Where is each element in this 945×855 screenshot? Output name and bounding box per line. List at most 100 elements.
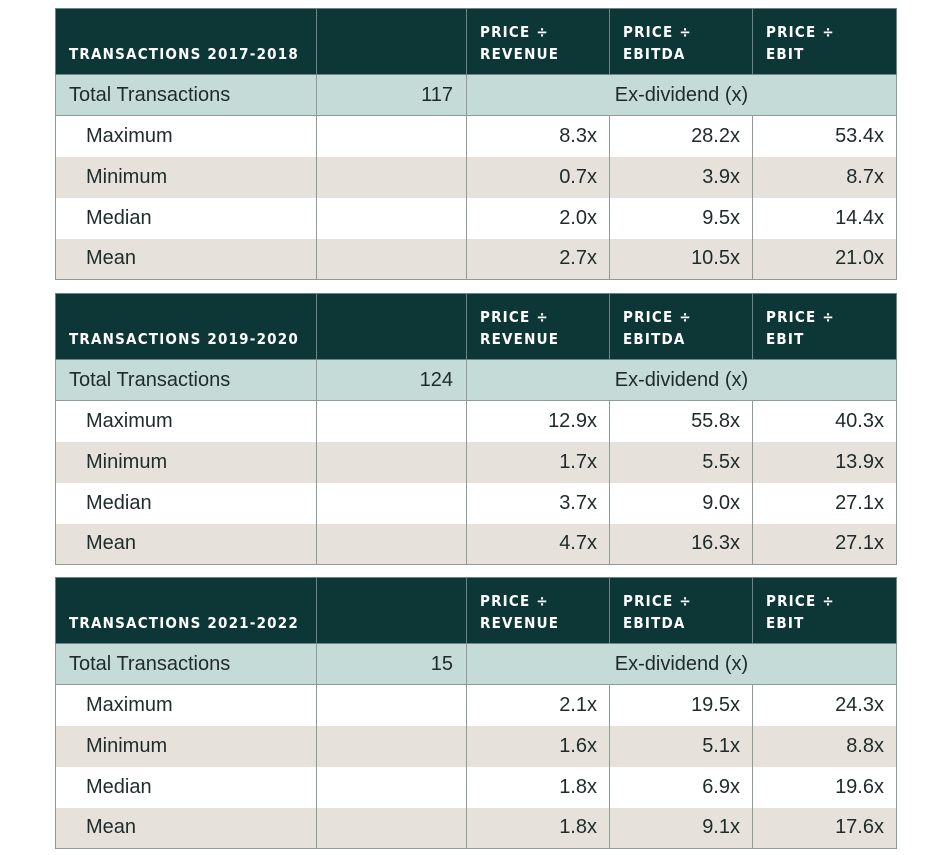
header-blank-cell (316, 293, 467, 360)
price-ebitda-value: 9.1x (609, 807, 753, 849)
price-revenue-value: 3.7x (466, 482, 610, 524)
price-revenue-value: 12.9x (466, 400, 610, 442)
price-ebit-value: 14.4x (752, 197, 897, 239)
price-ebitda-value: 9.5x (609, 197, 753, 239)
total-transactions-row: Total Transactions 124 Ex-dividend (x) (55, 359, 897, 401)
table-row: Mean 4.7x 16.3x 27.1x (55, 523, 897, 565)
price-ebitda-value: 28.2x (609, 115, 753, 157)
row-label: Maximum (55, 684, 317, 726)
header-price-ebitda: PRICE ÷ EBITDA (609, 8, 753, 75)
blank-cell (316, 725, 467, 767)
blank-cell (316, 523, 467, 565)
table-header-row: TRANSACTIONS 2017-2018 PRICE ÷ REVENUE PR… (55, 8, 897, 75)
price-revenue-value: 1.8x (466, 766, 610, 808)
row-label: Median (55, 766, 317, 808)
table-row: Maximum 2.1x 19.5x 24.3x (55, 684, 897, 726)
blank-cell (316, 482, 467, 524)
table-row: Maximum 8.3x 28.2x 53.4x (55, 115, 897, 157)
price-ebitda-value: 9.0x (609, 482, 753, 524)
price-ebit-value: 17.6x (752, 807, 897, 849)
blank-cell (316, 441, 467, 483)
price-revenue-value: 2.7x (466, 238, 610, 280)
row-label: Maximum (55, 400, 317, 442)
header-blank-cell (316, 577, 467, 644)
table-header-row: TRANSACTIONS 2021-2022 PRICE ÷ REVENUE PR… (55, 577, 897, 644)
transactions-table-2019-2020: TRANSACTIONS 2019-2020 PRICE ÷ REVENUE PR… (55, 293, 897, 565)
row-label: Minimum (55, 156, 317, 198)
price-ebit-value: 21.0x (752, 238, 897, 280)
row-label: Mean (55, 238, 317, 280)
header-price-ebit: PRICE ÷ EBIT (752, 577, 897, 644)
total-transactions-count: 15 (316, 643, 467, 685)
transactions-table-2021-2022: TRANSACTIONS 2021-2022 PRICE ÷ REVENUE PR… (55, 577, 897, 849)
ex-dividend-label: Ex-dividend (x) (466, 359, 897, 401)
price-revenue-value: 1.6x (466, 725, 610, 767)
price-ebitda-value: 5.5x (609, 441, 753, 483)
price-ebitda-value: 16.3x (609, 523, 753, 565)
price-ebit-value: 53.4x (752, 115, 897, 157)
header-price-ebit: PRICE ÷ EBIT (752, 293, 897, 360)
table-row: Maximum 12.9x 55.8x 40.3x (55, 400, 897, 442)
blank-cell (316, 400, 467, 442)
price-ebit-value: 27.1x (752, 523, 897, 565)
price-revenue-value: 0.7x (466, 156, 610, 198)
blank-cell (316, 197, 467, 239)
table-row: Mean 1.8x 9.1x 17.6x (55, 807, 897, 849)
table-row: Minimum 1.7x 5.5x 13.9x (55, 441, 897, 483)
total-transactions-label: Total Transactions (55, 643, 317, 685)
row-label: Mean (55, 523, 317, 565)
price-ebit-value: 40.3x (752, 400, 897, 442)
blank-cell (316, 238, 467, 280)
total-transactions-count: 117 (316, 74, 467, 116)
blank-cell (316, 156, 467, 198)
price-revenue-value: 4.7x (466, 523, 610, 565)
blank-cell (316, 807, 467, 849)
price-ebit-value: 19.6x (752, 766, 897, 808)
header-price-ebit: PRICE ÷ EBIT (752, 8, 897, 75)
table-row: Median 1.8x 6.9x 19.6x (55, 766, 897, 808)
header-price-revenue: PRICE ÷ REVENUE (466, 577, 610, 644)
price-ebitda-value: 10.5x (609, 238, 753, 280)
price-ebit-value: 24.3x (752, 684, 897, 726)
blank-cell (316, 684, 467, 726)
price-revenue-value: 1.8x (466, 807, 610, 849)
price-ebitda-value: 5.1x (609, 725, 753, 767)
total-transactions-row: Total Transactions 15 Ex-dividend (x) (55, 643, 897, 685)
price-ebit-value: 8.7x (752, 156, 897, 198)
header-price-revenue: PRICE ÷ REVENUE (466, 8, 610, 75)
price-revenue-value: 8.3x (466, 115, 610, 157)
header-price-revenue: PRICE ÷ REVENUE (466, 293, 610, 360)
price-ebitda-value: 3.9x (609, 156, 753, 198)
transactions-table-2017-2018: TRANSACTIONS 2017-2018 PRICE ÷ REVENUE PR… (55, 8, 897, 280)
row-label: Minimum (55, 441, 317, 483)
price-revenue-value: 2.0x (466, 197, 610, 239)
total-transactions-label: Total Transactions (55, 359, 317, 401)
table-title: TRANSACTIONS 2017-2018 (55, 8, 317, 75)
ex-dividend-label: Ex-dividend (x) (466, 74, 897, 116)
table-row: Minimum 0.7x 3.9x 8.7x (55, 156, 897, 198)
table-title: TRANSACTIONS 2019-2020 (55, 293, 317, 360)
price-ebitda-value: 19.5x (609, 684, 753, 726)
price-ebit-value: 27.1x (752, 482, 897, 524)
row-label: Median (55, 482, 317, 524)
total-transactions-count: 124 (316, 359, 467, 401)
total-transactions-label: Total Transactions (55, 74, 317, 116)
price-ebitda-value: 6.9x (609, 766, 753, 808)
table-header-row: TRANSACTIONS 2019-2020 PRICE ÷ REVENUE PR… (55, 293, 897, 360)
row-label: Mean (55, 807, 317, 849)
price-revenue-value: 2.1x (466, 684, 610, 726)
price-ebit-value: 8.8x (752, 725, 897, 767)
header-blank-cell (316, 8, 467, 75)
row-label: Median (55, 197, 317, 239)
total-transactions-row: Total Transactions 117 Ex-dividend (x) (55, 74, 897, 116)
blank-cell (316, 115, 467, 157)
row-label: Maximum (55, 115, 317, 157)
table-row: Mean 2.7x 10.5x 21.0x (55, 238, 897, 280)
price-ebitda-value: 55.8x (609, 400, 753, 442)
price-revenue-value: 1.7x (466, 441, 610, 483)
blank-cell (316, 766, 467, 808)
ex-dividend-label: Ex-dividend (x) (466, 643, 897, 685)
header-price-ebitda: PRICE ÷ EBITDA (609, 293, 753, 360)
table-row: Median 2.0x 9.5x 14.4x (55, 197, 897, 239)
